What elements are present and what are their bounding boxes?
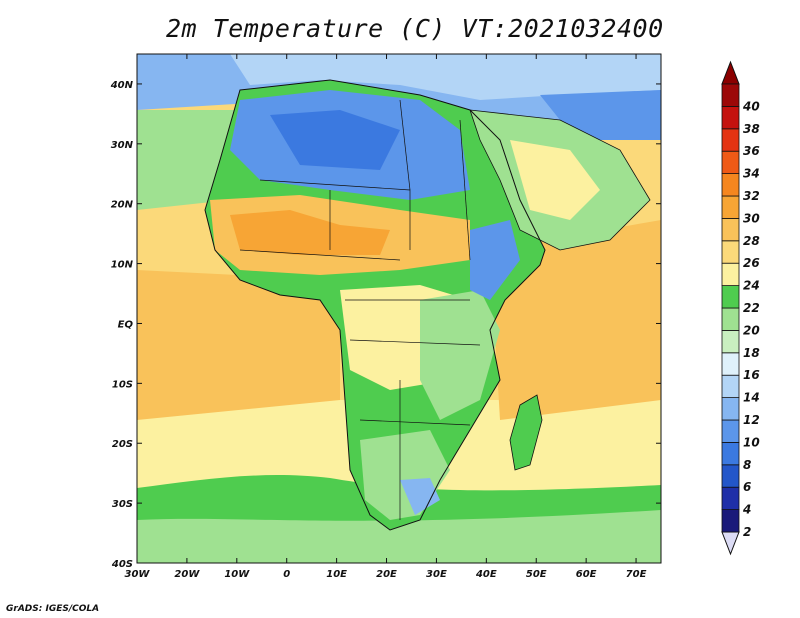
colorbar-swatch [721,240,740,264]
lon-tick-label: 50E [526,569,547,580]
lat-tick-label: EQ [118,319,134,330]
lon-tick-label: 70E [626,569,647,580]
colorbar-label: 30 [743,211,760,225]
colorbar-label: 6 [743,480,751,494]
colorbar-swatch [721,419,740,443]
great-lakes-cool [420,290,500,420]
colorbar-swatch [721,150,740,174]
arabia-warm-interior [510,140,600,220]
colorbar-label: 26 [743,256,760,270]
colorbar-label: 10 [743,435,760,449]
lat-tick-label: 10N [111,260,134,271]
colorbar-over-arrow [721,60,740,85]
colorbar-swatch [721,486,740,511]
colorbar-swatch [721,307,740,331]
lat-tick-label: 30N [111,140,134,151]
map-title: 2m Temperature (C) VT:2021032400 [166,14,664,43]
colorbar-label: 20 [743,323,760,337]
highveld-cold [400,478,440,515]
colorbar-swatch [721,106,740,130]
colorbar-label: 18 [743,346,760,360]
lat-tick-label: 40S [111,559,133,570]
colorbar-swatch [721,464,740,488]
arabia-coastline [469,109,651,251]
colorbar-label: 22 [743,301,760,315]
lon-tick-label: 0 [283,569,290,580]
colorbar-swatch [721,195,740,219]
map-frame [136,53,662,564]
colorbar-label: 40 [742,99,760,113]
lat-tick-label: 40N [110,80,134,91]
sahel-hot-core [230,210,390,255]
colorbar-swatch [721,509,740,533]
colorbar-label: 14 [743,391,760,405]
lon-axis: 30W 20W 10W 0 10E 20E 30E 40E 50E 60E 70E [125,54,647,580]
colorbar-swatch [721,397,740,421]
colorbar-label: 38 [743,122,760,136]
lat-tick-label: 30S [112,499,133,510]
lon-tick-label: 20E [376,569,397,580]
colorbar-label: 2 [743,525,751,539]
lon-tick-label: 30E [426,569,447,580]
colorbar-swatch [721,83,740,107]
colorbar-swatch [721,217,740,242]
grads-credit: GrADS: IGES/COLA [6,604,100,614]
lat-tick-label: 20N [111,200,134,211]
colorbar-label: 28 [743,234,760,248]
mideast-cold [540,90,661,140]
colorbar-label: 12 [743,413,760,427]
colorbar-swatch [721,441,740,466]
sahara-cold-core [270,110,400,170]
colorbar-label: 36 [743,144,760,158]
ocean-tropical-warm [137,270,340,420]
colorbar-swatch [721,173,740,197]
colorbar-swatch [721,374,740,399]
colorbar-swatch [721,285,740,309]
country-borders [239,99,481,520]
lon-tick-label: 20W [174,569,200,580]
colorbar-swatch [721,329,740,354]
lat-axis: 40S 30S 20S 10S EQ 10N 20N 30N 40N [110,80,661,570]
lon-tick-label: 40E [475,569,497,580]
colorbar-swatch [721,262,740,287]
colorbar-label: 16 [743,368,760,382]
colorbar-label: 4 [742,503,751,517]
colorbar-label: 24 [743,279,760,293]
ethiopian-highlands [470,220,520,300]
lat-tick-label: 20S [112,439,133,450]
coastline [204,79,546,531]
lon-tick-label: 10W [224,569,250,580]
lon-tick-label: 30W [125,569,151,580]
colorbar-under-arrow [721,531,740,556]
lat-tick-label: 10S [112,379,133,390]
lon-tick-label: 10E [326,569,347,580]
madagascar-coastline [509,394,543,471]
colorbar-swatch [721,128,740,152]
ocean-band-south-cool [137,510,661,563]
europe-cold [230,54,661,100]
colorbar-label: 34 [743,167,760,181]
map-field [137,54,661,563]
colorbar-label: 8 [743,458,751,472]
colorbar-label: 32 [743,189,760,203]
madagascar-landmass [510,395,542,470]
lon-tick-label: 60E [576,569,597,580]
colorbar-swatch [721,352,740,376]
